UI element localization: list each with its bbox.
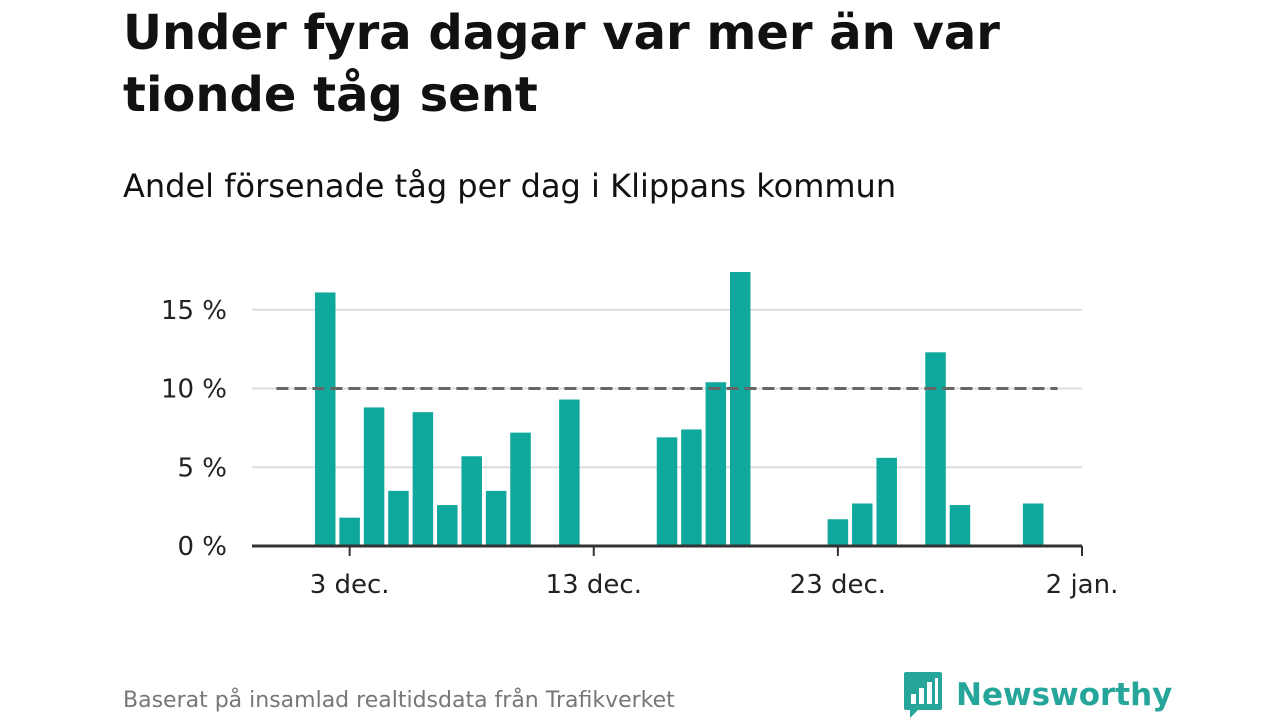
source-note: Baserat på insamlad realtidsdata från Tr…: [123, 688, 675, 713]
bar: [949, 505, 971, 546]
bar: [559, 399, 580, 546]
bar: [656, 437, 678, 546]
bar: [1022, 503, 1044, 546]
y-tick-label: 5 %: [177, 453, 227, 483]
brand-logo: Newsworthy: [902, 670, 1172, 720]
bar: [485, 490, 507, 546]
bar: [510, 432, 531, 546]
y-tick-label: 10 %: [161, 375, 227, 405]
brand-name: Newsworthy: [956, 677, 1173, 713]
chart-subtitle: Andel försenade tåg per dag i Klippans k…: [123, 167, 897, 205]
bar-chart-speech-bubble-icon: [904, 672, 942, 718]
x-tick-label: 2 jan.: [1046, 570, 1119, 600]
bar: [729, 272, 751, 546]
y-tick-label: 15 %: [161, 296, 227, 326]
bar: [827, 519, 849, 546]
bar: [412, 412, 434, 546]
y-tick-label: 0 %: [177, 532, 227, 562]
bar: [876, 457, 897, 546]
bar: [681, 429, 702, 546]
bar: [363, 407, 385, 546]
x-tick-label: 3 dec.: [310, 570, 390, 600]
chart-title: Under fyra dagar var mer än var tionde t…: [123, 5, 1000, 123]
bar: [437, 505, 458, 546]
bar-chart: 0 % 5 % 10 % 15 % 3 dec. 13 dec. 23 dec. 2 jan.: [161, 272, 1118, 600]
bar: [461, 456, 482, 546]
x-tick-label: 13 dec.: [546, 570, 642, 600]
bar: [314, 292, 336, 546]
bar: [852, 503, 873, 546]
axes: 0 % 5 % 10 % 15 % 3 dec. 13 dec. 23 dec. 2 jan.: [161, 296, 1118, 600]
bar: [705, 382, 727, 546]
bar: [388, 490, 409, 546]
bars: [314, 272, 1044, 546]
x-tick-label: 23 dec.: [790, 570, 886, 600]
bar: [339, 517, 360, 546]
bar: [925, 352, 946, 546]
